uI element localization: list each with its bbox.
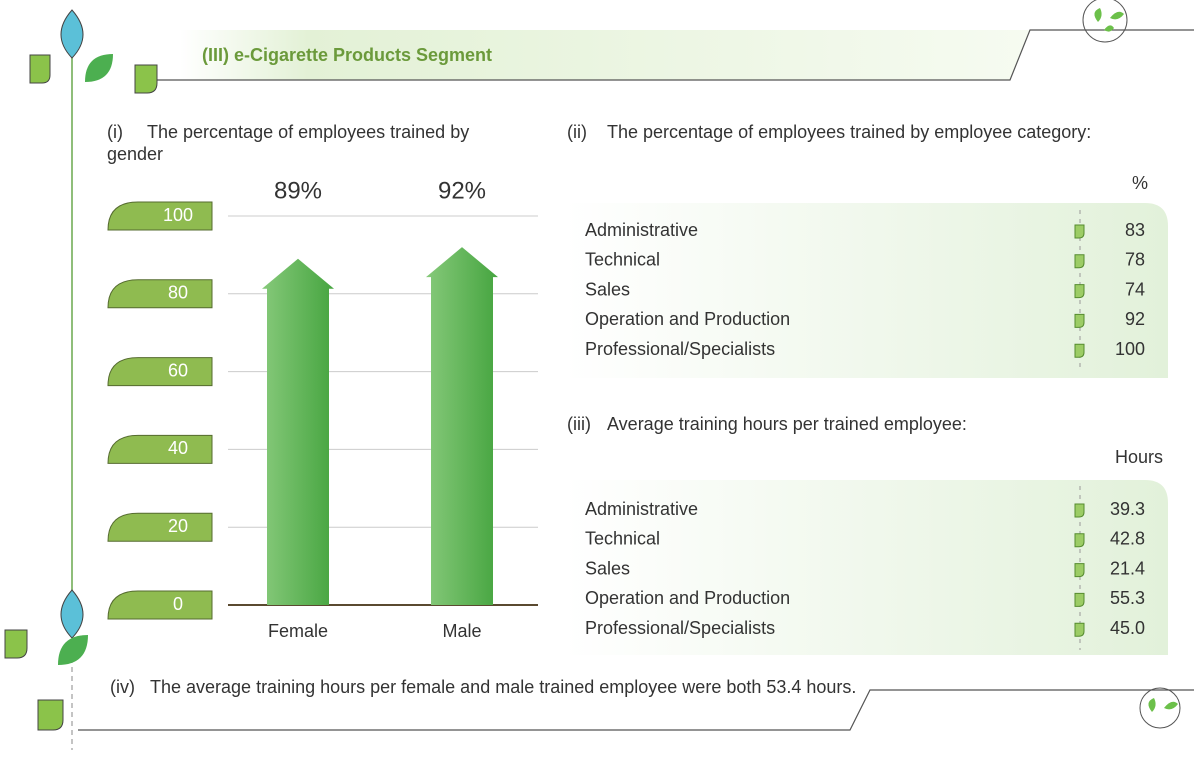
tick-leaf: [107, 357, 213, 387]
leaf: [134, 64, 158, 94]
bar: [262, 258, 334, 605]
heading-label: (i): [107, 122, 123, 142]
y-tick-label: 60: [168, 360, 188, 380]
tick-leaf: [107, 512, 213, 542]
leaf: [85, 54, 113, 82]
row-value: 92: [1125, 309, 1145, 329]
ornament-leaves: [1148, 698, 1178, 712]
leaf-icon: [1074, 503, 1085, 518]
row-value: 83: [1125, 220, 1145, 240]
row-name: Professional/Specialists: [585, 618, 775, 638]
value-label: 89%: [274, 177, 322, 204]
row-value: 21.4: [1110, 558, 1145, 578]
ornament-leaves: [1094, 8, 1124, 32]
note-label: (iv): [110, 677, 135, 697]
tick-leaf: [107, 279, 213, 309]
x-tick-label: Male: [442, 621, 481, 641]
leaf-icon: [1074, 224, 1085, 239]
ornament: [1082, 0, 1128, 43]
leaf-icon: [1074, 592, 1085, 607]
banner: [180, 30, 1030, 80]
leaf-icon: [1074, 533, 1085, 548]
leaf: [4, 629, 28, 659]
heading-text: The percentage of employees trained by e…: [607, 122, 1092, 142]
leaf-icon: [1074, 343, 1085, 358]
bar: [426, 247, 498, 605]
leaf-icon: [1074, 563, 1085, 578]
leaf-icon: [1074, 284, 1085, 299]
y-tick-label: 20: [168, 516, 188, 536]
row-name: Operation and Production: [585, 588, 790, 608]
leaf: [58, 635, 88, 665]
footer-line: [78, 689, 1194, 731]
y-tick-label: 40: [168, 438, 188, 458]
row-value: 78: [1125, 250, 1145, 270]
row-name: Administrative: [585, 220, 698, 240]
heading-label: (ii): [567, 122, 587, 142]
table-panel: [565, 203, 1168, 378]
tick-leaf: [107, 590, 213, 620]
heading-text: The percentage of employees trained by g…: [107, 122, 470, 164]
row-name: Technical: [585, 250, 660, 270]
y-tick-label: 0: [173, 594, 183, 614]
leaf: [37, 699, 64, 731]
unit-label: Hours: [1115, 447, 1163, 467]
tick-leaf: [107, 201, 213, 231]
note-text: The average training hours per female an…: [150, 677, 857, 697]
row-value: 42.8: [1110, 529, 1145, 549]
tick-leaf: [107, 434, 213, 464]
y-tick-label: 80: [168, 283, 188, 303]
leaf-icon: [1074, 254, 1085, 269]
leaf: [29, 54, 51, 84]
row-value: 74: [1125, 279, 1145, 299]
row-value: 39.3: [1110, 499, 1145, 519]
row-value: 45.0: [1110, 618, 1145, 638]
section-title: (III) e-Cigarette Products Segment: [202, 45, 492, 65]
row-name: Professional/Specialists: [585, 339, 775, 359]
heading-text: Average training hours per trained emplo…: [607, 414, 967, 434]
ornament: [1139, 687, 1181, 729]
row-name: Operation and Production: [585, 309, 790, 329]
row-value: 55.3: [1110, 588, 1145, 608]
row-name: Technical: [585, 529, 660, 549]
table-heading: (ii) The percentage of employees trained …: [567, 121, 1091, 143]
row-name: Sales: [585, 558, 630, 578]
leaf-icon: [1074, 313, 1085, 328]
chart-heading: (i) The percentage of employees trained b…: [107, 121, 527, 165]
x-tick-label: Female: [268, 621, 328, 641]
heading-label: (iii): [567, 414, 591, 434]
row-value: 100: [1115, 339, 1145, 359]
unit-label: %: [1132, 173, 1148, 193]
y-tick-label: 100: [163, 205, 193, 225]
row-name: Administrative: [585, 499, 698, 519]
leaf-icon: [1074, 622, 1085, 637]
row-name: Sales: [585, 279, 630, 299]
note: (iv) The average training hours per femal…: [110, 676, 856, 698]
drop-leaf: [60, 9, 84, 59]
drop-leaf: [60, 589, 84, 639]
table-panel: [565, 480, 1168, 655]
value-label: 92%: [438, 177, 486, 204]
table-heading: (iii) Average training hours per trained …: [567, 413, 967, 435]
